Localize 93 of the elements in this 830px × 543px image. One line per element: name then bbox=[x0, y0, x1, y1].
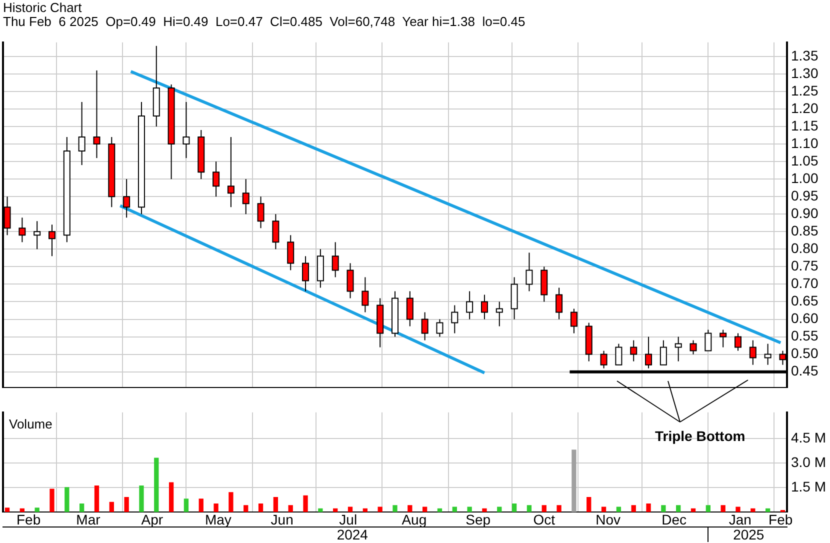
x-tick-label: Dec bbox=[662, 511, 687, 528]
bar bbox=[437, 508, 442, 512]
bar bbox=[4, 508, 10, 512]
annotation: Triple Bottom bbox=[655, 428, 746, 444]
x-tick-label: Apr bbox=[141, 511, 164, 528]
bar bbox=[616, 506, 622, 512]
bar bbox=[109, 502, 114, 512]
y-tick-label: 0.45 bbox=[791, 362, 818, 379]
y-tick-label: 1.30 bbox=[791, 64, 818, 81]
bar bbox=[631, 505, 636, 512]
y-tick-label: 0.80 bbox=[791, 240, 818, 256]
bar bbox=[228, 492, 234, 512]
bar bbox=[452, 506, 457, 512]
bar bbox=[467, 506, 472, 512]
bar bbox=[50, 488, 54, 512]
y-tick-label: 0.95 bbox=[791, 187, 818, 204]
bar bbox=[303, 495, 308, 512]
bar bbox=[139, 486, 144, 512]
bar bbox=[408, 505, 412, 512]
bar bbox=[288, 505, 293, 512]
y-tick-label: 0.50 bbox=[791, 345, 818, 362]
x-tick-label: Aug bbox=[402, 511, 427, 528]
x-tick-label: May bbox=[204, 511, 232, 528]
bar bbox=[184, 498, 189, 512]
x-tick-label: Jan bbox=[728, 511, 752, 528]
bar bbox=[512, 504, 517, 512]
bar bbox=[572, 450, 576, 512]
y-tick-label: 1.05 bbox=[791, 152, 818, 168]
bar bbox=[198, 498, 204, 512]
y-tick-label: 1.5 M bbox=[791, 478, 826, 494]
x-tick-label: Nov bbox=[596, 511, 620, 528]
x2-tick-label: 2025 bbox=[733, 526, 764, 542]
bar bbox=[601, 506, 606, 512]
x-tick-label: Jun bbox=[270, 511, 294, 528]
bar bbox=[124, 496, 129, 512]
bar bbox=[34, 508, 40, 512]
y-tick-label: 1.20 bbox=[791, 100, 818, 116]
bar bbox=[706, 505, 711, 512]
bar bbox=[64, 487, 70, 512]
x-tick-label: Jul bbox=[339, 511, 358, 528]
bar bbox=[94, 486, 100, 512]
chart-title: Historic Chart bbox=[3, 0, 82, 15]
bar bbox=[362, 508, 368, 512]
chart-title: Volume bbox=[9, 416, 52, 432]
y-tick-label: 4.5 M bbox=[791, 429, 826, 446]
bar bbox=[154, 458, 159, 512]
x-tick-label: Oct bbox=[533, 511, 556, 528]
bar bbox=[20, 508, 25, 512]
chart-subtitle: Thu Feb 6 2025 Op=0.49 Hi=0.49 Lo=0.47 Cl=0.485 Vol=60,748 Year hi=1.38 lo=0.45 bbox=[3, 14, 526, 29]
bar bbox=[586, 496, 592, 512]
bar bbox=[736, 506, 740, 512]
bar bbox=[482, 508, 487, 512]
y-tick-label: 0.65 bbox=[791, 292, 818, 309]
bar bbox=[556, 505, 562, 512]
bar bbox=[244, 505, 248, 512]
bar bbox=[333, 508, 338, 512]
y-tick-label: 1.00 bbox=[791, 170, 818, 186]
y-tick-label: 0.55 bbox=[791, 328, 818, 344]
y-tick-label: 0.60 bbox=[791, 310, 818, 326]
y-tick-label: 1.15 bbox=[791, 117, 818, 134]
bar bbox=[79, 504, 84, 512]
bar bbox=[661, 505, 666, 512]
y-tick-label: 0.70 bbox=[791, 275, 818, 292]
bar bbox=[542, 505, 546, 512]
bar bbox=[348, 506, 353, 512]
y-tick-label: 0.75 bbox=[791, 258, 818, 274]
x2-tick-label: 2024 bbox=[336, 526, 368, 542]
bar bbox=[750, 508, 756, 512]
bar bbox=[765, 508, 770, 512]
y-tick-label: 3.0 M bbox=[791, 454, 826, 470]
bar bbox=[392, 505, 398, 512]
bar bbox=[273, 496, 278, 512]
x-tick-label: Sep bbox=[466, 511, 491, 528]
bar bbox=[214, 504, 218, 512]
bar bbox=[526, 505, 532, 512]
bar bbox=[258, 504, 264, 512]
bar bbox=[720, 505, 726, 512]
bar bbox=[318, 508, 323, 512]
x-tick-label: Feb bbox=[16, 511, 41, 528]
y-tick-label: 0.85 bbox=[791, 222, 818, 239]
bar bbox=[378, 506, 382, 512]
bar bbox=[497, 506, 502, 512]
y-tick-label: 1.10 bbox=[791, 134, 818, 151]
bar bbox=[168, 482, 174, 512]
bar bbox=[646, 504, 651, 512]
bar bbox=[690, 508, 696, 512]
y-tick-label: 1.35 bbox=[791, 47, 818, 64]
x-tick-label: Mar bbox=[76, 511, 101, 528]
x-tick-label: Feb bbox=[768, 511, 793, 528]
bar bbox=[422, 506, 428, 512]
y-tick-label: 0.90 bbox=[791, 204, 818, 221]
bar bbox=[676, 505, 681, 512]
y-tick-label: 1.25 bbox=[791, 82, 818, 98]
